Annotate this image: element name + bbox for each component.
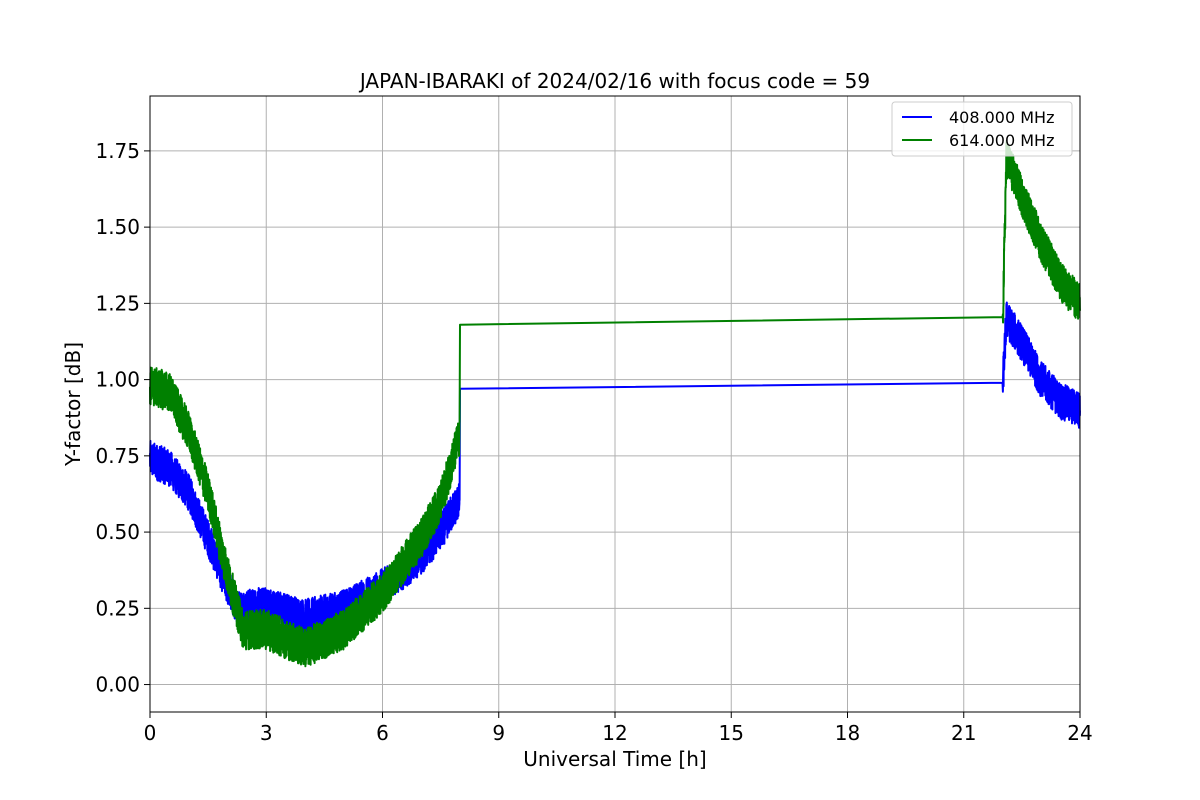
y-tick-label: 1.00 bbox=[95, 368, 140, 392]
legend: 408.000 MHz 614.000 MHz bbox=[891, 101, 1073, 157]
series-line-0 bbox=[149, 301, 1081, 636]
x-tick-label: 24 bbox=[1067, 721, 1092, 745]
legend-label-614: 614.000 MHz bbox=[949, 131, 1054, 150]
legend-label-408: 408.000 MHz bbox=[949, 108, 1054, 127]
x-tick-label: 0 bbox=[144, 721, 157, 745]
y-tick-label: 1.50 bbox=[95, 215, 140, 239]
y-tick-label: 1.75 bbox=[95, 139, 140, 163]
x-axis-title: Universal Time [h] bbox=[523, 747, 706, 771]
axis-ticks: 0 3 6 9 12 15 18 21 24 0.00 0.25 0.50 0.75 1.00 1.25 1.… bbox=[95, 139, 1092, 745]
y-tick-label: 0.50 bbox=[95, 520, 140, 544]
x-tick-label: 21 bbox=[951, 721, 976, 745]
y-tick-label: 0.75 bbox=[95, 444, 140, 468]
y-tick-label: 0.00 bbox=[95, 673, 140, 697]
x-tick-label: 6 bbox=[376, 721, 389, 745]
x-tick-label: 3 bbox=[260, 721, 273, 745]
chart-title: JAPAN-IBARAKI of 2024/02/16 with focus c… bbox=[358, 69, 870, 93]
x-tick-label: 15 bbox=[719, 721, 744, 745]
series-line-1 bbox=[149, 139, 1081, 668]
x-tick-label: 18 bbox=[835, 721, 860, 745]
y-axis-title: Y-factor [dB] bbox=[61, 342, 85, 467]
y-tick-label: 0.25 bbox=[95, 596, 140, 620]
x-tick-label: 9 bbox=[492, 721, 505, 745]
legend-box bbox=[891, 101, 1073, 157]
y-tick-label: 1.25 bbox=[95, 291, 140, 315]
x-tick-label: 12 bbox=[602, 721, 627, 745]
series-layer bbox=[149, 139, 1081, 668]
